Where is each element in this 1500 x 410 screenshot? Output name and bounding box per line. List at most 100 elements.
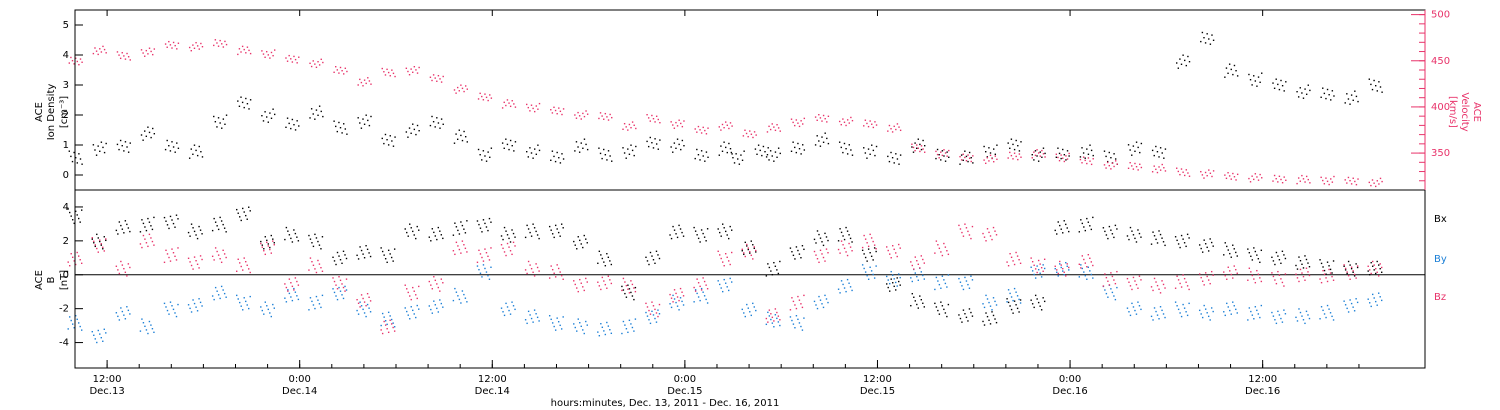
bottom-series-point-bz bbox=[115, 265, 118, 267]
bottom-series-point-bz bbox=[336, 288, 339, 290]
bottom-series-point-bz bbox=[105, 238, 107, 240]
bottom-series-point-bx bbox=[1155, 238, 1157, 241]
top-series-point bbox=[429, 76, 432, 78]
bottom-series-point-bx bbox=[753, 247, 755, 250]
bottom-series-point-by bbox=[1212, 310, 1214, 313]
top-series-point bbox=[129, 142, 131, 144]
top-series-point bbox=[678, 143, 680, 146]
bottom-series-point-bz bbox=[123, 267, 125, 270]
bottom-series-point-by bbox=[1331, 315, 1333, 318]
top-series-point bbox=[192, 153, 194, 155]
bottom-series-point-bx bbox=[1344, 269, 1347, 271]
bottom-series-point-by bbox=[1259, 316, 1261, 319]
top-series-point bbox=[216, 42, 218, 44]
top-series-point bbox=[248, 49, 250, 52]
top-series-point bbox=[553, 106, 555, 109]
top-series-point bbox=[946, 151, 948, 153]
top-series-point bbox=[333, 120, 335, 122]
bottom-series-point-bx bbox=[538, 237, 540, 240]
bottom-series-point-bx bbox=[1059, 224, 1061, 227]
bottom-series-point-by bbox=[308, 309, 310, 311]
bottom-series-point-by bbox=[946, 286, 948, 288]
bottom-series-point-bz bbox=[535, 263, 537, 265]
top-series-point bbox=[415, 133, 417, 136]
bottom-series-point-by bbox=[700, 287, 703, 290]
bottom-series-point-bz bbox=[389, 319, 391, 322]
bottom-series-point-bz bbox=[356, 298, 358, 301]
bottom-series-point-by bbox=[1060, 266, 1062, 269]
bottom-series-point-bz bbox=[1129, 285, 1132, 287]
bottom-series-point-bx bbox=[93, 242, 95, 244]
bottom-series-point-bx bbox=[795, 246, 798, 248]
top-right-ytick-label: 450 bbox=[1431, 56, 1450, 67]
bottom-series-point-by bbox=[792, 323, 795, 325]
x-tick-time: 0:00 bbox=[1059, 374, 1081, 385]
top-series-point bbox=[392, 145, 395, 147]
bottom-series-point-bx bbox=[598, 250, 601, 253]
bottom-series-point-bx bbox=[189, 235, 191, 237]
bottom-series-point-bz bbox=[892, 245, 894, 247]
bottom-series-point-bx bbox=[239, 216, 241, 218]
top-series-point bbox=[1158, 156, 1160, 158]
bottom-series-point-bx bbox=[1188, 237, 1190, 239]
top-series-point bbox=[1302, 178, 1305, 180]
bottom-series-point-bz bbox=[553, 272, 555, 274]
bottom-series-point-by bbox=[749, 311, 751, 313]
top-series-point bbox=[437, 74, 440, 77]
top-series-point bbox=[1062, 157, 1064, 159]
bottom-series-point-by bbox=[861, 264, 864, 266]
top-series-point bbox=[718, 126, 720, 128]
bottom-series-point-by bbox=[243, 297, 245, 299]
top-series-point bbox=[508, 148, 510, 151]
top-series-point bbox=[370, 83, 372, 85]
bottom-series-point-by bbox=[96, 341, 98, 344]
top-series-point bbox=[842, 151, 844, 154]
bottom-series-point-bx bbox=[141, 219, 143, 221]
bottom-ytick-label: 4 bbox=[63, 202, 69, 213]
top-series-point bbox=[1012, 143, 1014, 146]
bottom-series-point-bx bbox=[500, 235, 503, 237]
bottom-series-point-bx bbox=[369, 255, 372, 258]
bottom-series-point-bx bbox=[923, 306, 925, 308]
bottom-series-point-bz bbox=[1229, 270, 1231, 272]
top-series-point bbox=[458, 129, 460, 131]
bottom-series-point-by bbox=[752, 302, 754, 305]
top-series-point bbox=[532, 157, 534, 159]
bottom-series-point-bx bbox=[794, 258, 796, 260]
top-series-point bbox=[888, 124, 891, 127]
top-series-point bbox=[1225, 67, 1228, 69]
bottom-series-point-bx bbox=[267, 243, 269, 245]
bottom-series-point-bz bbox=[1018, 259, 1020, 261]
bottom-series-point-by bbox=[557, 321, 560, 323]
bottom-series-point-by bbox=[512, 305, 515, 307]
bottom-series-point-bx bbox=[744, 241, 746, 244]
top-series-point bbox=[1176, 167, 1178, 169]
bottom-series-point-by bbox=[744, 315, 746, 318]
bottom-series-point-bz bbox=[1102, 285, 1105, 287]
top-series-point bbox=[1079, 158, 1082, 161]
bottom-series-point-bx bbox=[225, 231, 227, 233]
top-series-point bbox=[1227, 172, 1229, 174]
bottom-series-point-bx bbox=[947, 303, 950, 306]
bottom-series-point-bz bbox=[1030, 257, 1032, 259]
bottom-series-point-by bbox=[117, 315, 119, 318]
bottom-series-point-bx bbox=[824, 232, 826, 235]
bottom-series-point-bz bbox=[538, 270, 540, 272]
top-series-point bbox=[1134, 162, 1136, 165]
bottom-series-point-by bbox=[264, 301, 266, 303]
bottom-series-point-bx bbox=[530, 235, 533, 237]
bottom-series-point-by bbox=[105, 332, 107, 334]
top-series-point bbox=[485, 96, 488, 99]
bottom-series-point-by bbox=[72, 323, 74, 325]
bottom-series-point-bx bbox=[452, 234, 455, 236]
bottom-series-point-by bbox=[895, 281, 897, 284]
bottom-series-point-bz bbox=[415, 294, 417, 296]
top-series-point bbox=[461, 139, 464, 142]
bottom-series-point-bz bbox=[752, 258, 754, 260]
bottom-series-point-bx bbox=[548, 225, 551, 228]
bottom-series-point-by bbox=[1137, 301, 1139, 303]
bottom-series-point-bz bbox=[342, 286, 345, 289]
bottom-series-point-by bbox=[801, 329, 804, 331]
bottom-series-point-bx bbox=[272, 238, 274, 240]
top-series-point bbox=[774, 129, 777, 132]
